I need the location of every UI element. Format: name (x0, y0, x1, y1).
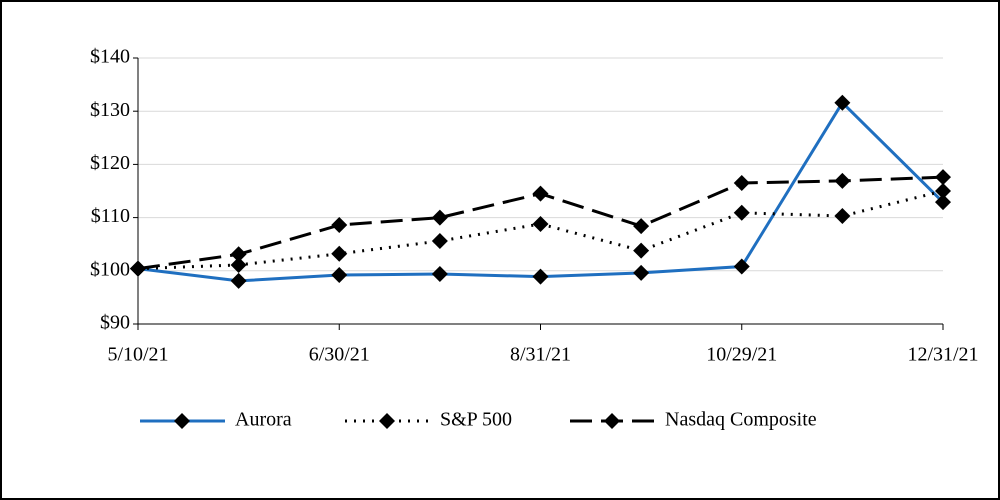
point-marker (431, 209, 448, 226)
legend-marker (604, 413, 620, 429)
x-tick-label: 8/31/21 (510, 344, 571, 366)
point-marker (532, 215, 549, 232)
point-marker (935, 183, 951, 199)
y-tick-label: $110 (91, 205, 130, 227)
point-marker (331, 267, 348, 284)
point-marker (733, 204, 750, 221)
point-marker (633, 264, 650, 281)
point-marker (532, 268, 549, 285)
point-marker (633, 218, 650, 235)
point-marker (834, 208, 851, 225)
legend-label: Nasdaq Composite (665, 409, 817, 431)
point-marker (230, 272, 247, 289)
legend-marker (379, 413, 395, 429)
point-marker (935, 194, 951, 211)
x-tick-label: 5/10/21 (107, 344, 168, 366)
y-tick-label: $90 (100, 312, 130, 334)
point-marker (834, 94, 851, 111)
point-marker (331, 245, 348, 262)
x-tick-label: 12/31/21 (907, 344, 978, 366)
point-marker (532, 185, 549, 202)
point-marker (633, 242, 650, 259)
point-marker (230, 256, 247, 273)
point-marker (431, 265, 448, 282)
point-marker (935, 169, 951, 186)
point-marker (834, 172, 851, 189)
point-marker (733, 258, 750, 275)
point-marker (733, 175, 750, 192)
y-tick-label: $120 (90, 152, 130, 174)
x-tick-label: 10/29/21 (706, 344, 777, 366)
point-marker (431, 233, 448, 250)
x-tick-label: 6/30/21 (309, 344, 370, 366)
legend-label: S&P 500 (440, 409, 512, 431)
legend-marker (174, 413, 190, 429)
y-tick-label: $100 (90, 258, 130, 280)
point-marker (130, 260, 146, 277)
y-tick-label: $130 (90, 99, 130, 121)
legend-label: Aurora (235, 409, 292, 431)
y-tick-label: $140 (90, 46, 130, 68)
point-marker (331, 217, 348, 234)
point-marker (230, 246, 247, 263)
